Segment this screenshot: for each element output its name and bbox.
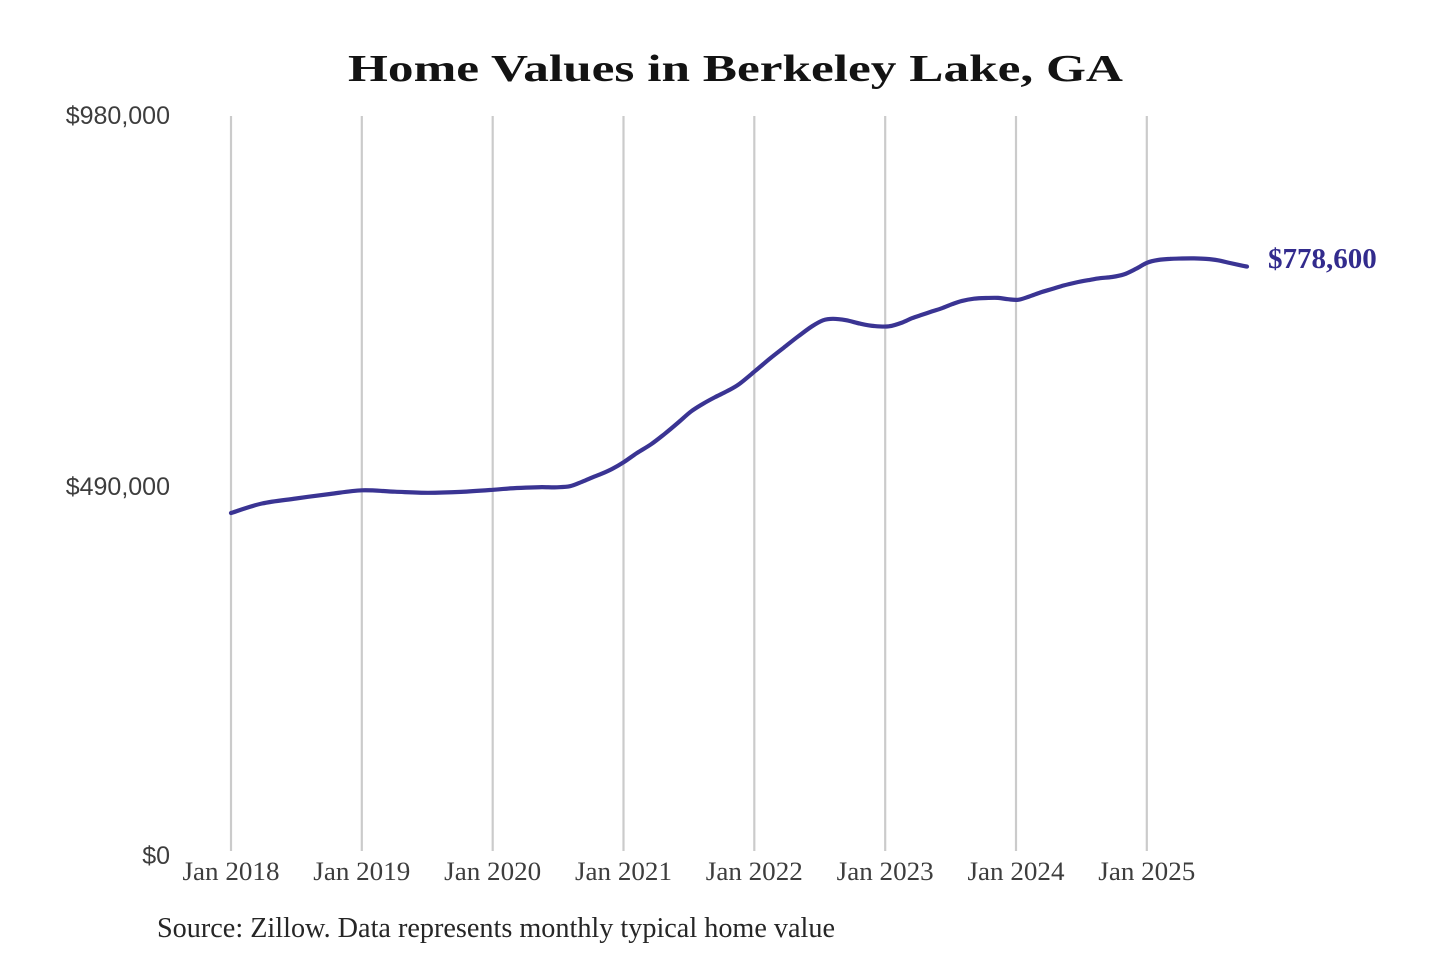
svg-text:Jan 2023: Jan 2023 [837,857,934,886]
svg-text:Jan 2018: Jan 2018 [183,857,280,886]
svg-text:Jan 2022: Jan 2022 [706,857,803,886]
svg-text:Jan 2020: Jan 2020 [444,857,541,886]
svg-text:Source: Zillow. Data represent: Source: Zillow. Data represents monthly … [157,913,835,944]
svg-text:Jan 2024: Jan 2024 [968,857,1065,886]
svg-text:Home Values in Berkeley Lake,: Home Values in Berkeley Lake, GA [348,47,1123,89]
svg-text:Jan 2025: Jan 2025 [1098,857,1195,886]
svg-text:$0: $0 [142,842,170,870]
svg-text:Jan 2019: Jan 2019 [313,857,410,886]
svg-text:Jan 2021: Jan 2021 [575,857,672,886]
svg-text:$778,600: $778,600 [1268,243,1377,275]
svg-text:$490,000: $490,000 [66,473,170,501]
svg-text:$980,000: $980,000 [66,102,170,130]
